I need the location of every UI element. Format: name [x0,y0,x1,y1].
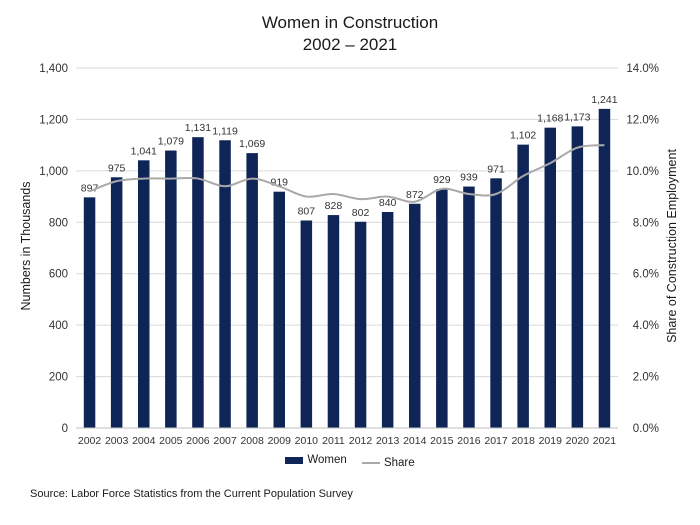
y2-tick-label: 4.0% [633,320,659,332]
y2-tick-label: 12.0% [626,114,659,126]
line-series-share [89,144,605,203]
bar-women [219,140,231,428]
x-tick-label: 2008 [240,435,264,447]
bar-label: 897 [81,182,99,194]
bar-label: 1,102 [510,130,536,142]
y2-tick-label: 10.0% [626,166,659,178]
x-tick-label: 2006 [186,435,210,447]
y-tick-label: 600 [49,269,68,281]
x-tick-label: 2007 [213,435,237,447]
legend-item-women: Women [285,454,347,466]
bar-women [192,137,204,428]
x-tick-label: 2017 [484,435,508,447]
bar-women [300,220,313,428]
bar-label: 828 [325,200,343,212]
x-tick-label: 2003 [105,435,129,447]
x-tick-label: 2004 [132,435,156,447]
bar-women [598,108,611,428]
x-tick-label: 2014 [403,435,427,447]
bar-label: 975 [108,162,126,174]
chart-title: Women in Construction [261,13,439,32]
bar-women [327,215,340,428]
legend-item-share: Share [361,456,415,469]
x-tick-label: 2005 [159,435,183,447]
chart-subtitle: 2002 – 2021 [302,35,398,54]
x-tick-label: 2019 [539,435,563,447]
bar-series-women [83,108,611,429]
y-axis-right-ticks: 0.0% 2.0% 4.0% 6.0% 8.0% 10.0% 12.0% 14.0% [626,63,659,435]
bar-women [138,160,150,429]
y-tick-label: 1,200 [39,114,68,126]
bar-label: 1,131 [185,122,211,134]
y2-tick-label: 0.0% [633,423,659,435]
y-tick-label: 200 [49,372,68,384]
legend-label-share: Share [383,456,415,469]
bar-label: 1,168 [537,113,563,125]
y2-tick-label: 2.0% [633,372,659,384]
y2-tick-label: 6.0% [633,269,659,281]
legend-swatch-line [361,461,380,464]
x-tick-label: 2009 [268,435,292,447]
bar-label: 939 [460,172,478,184]
x-tick-label: 2016 [457,435,481,447]
x-tick-label: 2018 [511,435,535,447]
x-axis-ticks: 2002 2003 2004 2005 2006 2007 2008 2009 2010 2011… [78,435,616,447]
legend-label-women: Women [307,454,347,466]
bar-label: 1,241 [591,94,617,106]
bar-women [436,189,448,428]
x-tick-label: 2015 [430,435,454,447]
legend: Women Share [0,454,700,469]
x-tick-label: 2020 [566,435,590,447]
bar-women [463,186,475,428]
bar-label: 807 [298,205,316,217]
y-tick-label: 0 [62,423,68,435]
y-tick-label: 1,400 [39,63,68,75]
y2-tick-label: 14.0% [626,63,659,75]
bar-label: 1,041 [131,145,157,157]
bar-women [354,221,367,428]
bar-label: 1,079 [158,136,184,148]
y-tick-label: 800 [49,217,68,229]
legend-swatch-bar [285,456,304,464]
x-tick-label: 2002 [78,435,102,447]
bar-women [490,178,502,428]
bar-women [83,197,96,428]
bar-women [544,127,556,429]
bar-women [273,191,285,428]
y-axis-left-label: Numbers in Thousands [19,181,33,311]
x-tick-label: 2011 [322,435,345,447]
x-tick-label: 2012 [349,435,373,447]
source-note: Source: Labor Force Statistics from the … [30,488,353,500]
bar-women [246,153,258,428]
x-tick-label: 2010 [295,435,319,447]
bar-label: 802 [352,207,370,219]
bar-label: 1,173 [564,111,590,123]
x-tick-label: 2013 [376,435,400,447]
x-tick-label: 2021 [593,435,617,447]
y-axis-right-label: Share of Construction Employment [665,149,679,343]
bar-label: 971 [487,163,505,175]
bar-label: 1,119 [212,125,238,137]
bar-women [381,212,394,428]
y-tick-label: 1,000 [39,166,68,178]
bar-label: 840 [379,197,397,209]
y2-tick-label: 8.0% [633,217,659,229]
bar-women [165,150,177,429]
bar-women [110,177,123,428]
bar-women [517,144,529,428]
y-tick-label: 400 [49,320,68,332]
bar-women [571,126,584,428]
bar-label: 1,069 [239,138,265,150]
bar-label: 929 [433,174,451,186]
bar-women [409,203,421,428]
bar-label: 872 [406,189,424,201]
y-axis-left-ticks: 0 200 400 600 800 1,000 1,200 1,400 [39,63,68,435]
